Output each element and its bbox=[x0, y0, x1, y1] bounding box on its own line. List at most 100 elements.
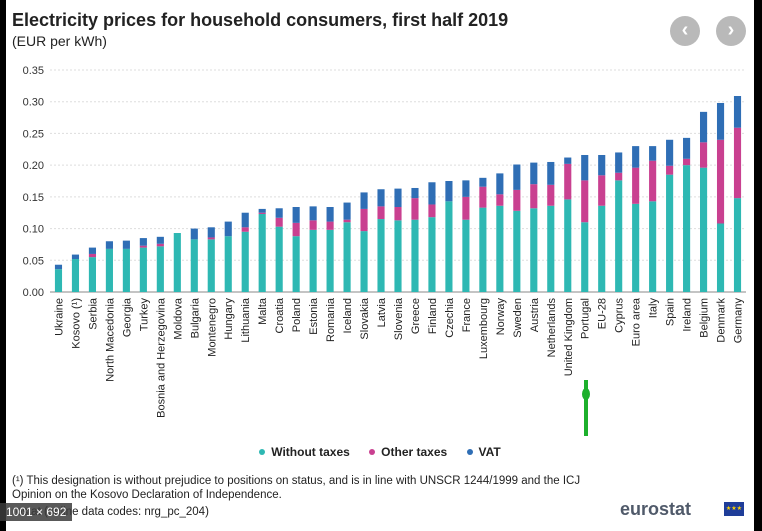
bar-segment bbox=[649, 146, 657, 161]
bar-segment bbox=[513, 164, 521, 190]
x-tick-label: Moldova bbox=[172, 297, 184, 339]
bar-segment bbox=[326, 229, 334, 292]
previous-image-button[interactable]: ‹ bbox=[670, 16, 700, 46]
x-tick-label: Portugal bbox=[580, 298, 592, 339]
x-tick-label: Bosnia and Herzegovina bbox=[155, 297, 167, 418]
bar-segment bbox=[615, 152, 623, 173]
bar-segment bbox=[615, 180, 623, 292]
bar-segment bbox=[496, 173, 504, 195]
x-tick-label: Croatia bbox=[274, 297, 286, 333]
bar-segment bbox=[326, 221, 334, 230]
bar-segment bbox=[309, 220, 317, 230]
bar-segment bbox=[292, 207, 300, 223]
bar-segment bbox=[326, 207, 334, 222]
bar-segment bbox=[275, 208, 283, 218]
y-tick-label: 0.25 bbox=[23, 128, 44, 140]
bar-segment bbox=[411, 219, 419, 292]
bar-segment bbox=[530, 162, 538, 185]
bar-segment bbox=[733, 96, 742, 128]
bar-segment bbox=[428, 217, 436, 292]
chart-legend: Without taxes Other taxes VAT bbox=[6, 445, 754, 459]
image-size-badge: 1001 × 692 bbox=[0, 503, 73, 521]
y-tick-label: 0.05 bbox=[23, 255, 44, 267]
bar-segment bbox=[122, 240, 130, 249]
bar-segment bbox=[598, 175, 606, 206]
bar-segment bbox=[530, 208, 538, 292]
bar-segment bbox=[190, 228, 198, 240]
bar-segment bbox=[428, 204, 436, 218]
x-tick-label: EU-28 bbox=[597, 298, 609, 329]
bar-segment bbox=[207, 237, 215, 240]
bar-segment bbox=[547, 161, 555, 185]
bar-segment bbox=[733, 127, 742, 199]
bar-segment bbox=[411, 187, 419, 199]
x-tick-label: Iceland bbox=[342, 298, 354, 333]
x-tick-label: Estonia bbox=[308, 297, 320, 335]
y-tick-label: 0.35 bbox=[23, 65, 44, 77]
x-tick-label: Turkey bbox=[138, 298, 150, 332]
x-tick-label: Denmark bbox=[716, 298, 728, 343]
bar-segment bbox=[224, 236, 232, 292]
bar-segment bbox=[632, 167, 640, 204]
bar-segment bbox=[343, 222, 351, 292]
x-tick-label: Czechia bbox=[444, 297, 456, 338]
bar-segment bbox=[139, 245, 147, 248]
legend-swatch bbox=[259, 448, 266, 455]
bar-segment bbox=[716, 139, 725, 224]
bar-segment bbox=[343, 202, 351, 220]
x-tick-label: Germany bbox=[733, 298, 745, 344]
y-tick-label: 0.20 bbox=[23, 160, 44, 172]
bar-segment bbox=[156, 243, 164, 247]
x-tick-label: Netherlands bbox=[546, 298, 558, 358]
bar-segment bbox=[683, 158, 691, 166]
next-image-button[interactable]: › bbox=[716, 16, 746, 46]
page-title: Electricity prices for household consume… bbox=[12, 10, 509, 30]
bar-segment bbox=[394, 188, 402, 208]
bar-segment bbox=[207, 239, 215, 292]
legend-swatch bbox=[466, 448, 473, 455]
chevron-right-icon: › bbox=[727, 19, 735, 41]
bar-segment bbox=[666, 174, 674, 292]
x-tick-label: Bulgaria bbox=[189, 297, 201, 338]
bar-segment bbox=[513, 210, 521, 292]
bar-segment bbox=[156, 246, 164, 292]
chart-subtitle: (EUR per kWh) bbox=[12, 33, 107, 49]
bar-segment bbox=[71, 259, 80, 292]
bar-segment bbox=[496, 205, 504, 292]
y-tick-label: 0.00 bbox=[23, 287, 44, 299]
bar-segment bbox=[598, 154, 606, 176]
bar-segment bbox=[343, 219, 351, 223]
x-tick-label: Ukraine bbox=[53, 298, 65, 336]
bar-segment bbox=[173, 233, 181, 292]
bar-segment bbox=[411, 198, 419, 220]
bar-segment bbox=[716, 102, 725, 140]
x-tick-label: Romania bbox=[325, 297, 337, 342]
bar-segment bbox=[88, 257, 97, 292]
bar-segment bbox=[309, 229, 317, 292]
bar-segment bbox=[292, 222, 300, 237]
bar-segment bbox=[275, 226, 283, 292]
bar-segment bbox=[462, 219, 470, 292]
bar-segment bbox=[496, 194, 504, 206]
bar-segment bbox=[258, 213, 266, 292]
bar-segment bbox=[360, 208, 368, 232]
bar-segment bbox=[139, 247, 147, 292]
y-tick-label: 0.15 bbox=[23, 192, 44, 204]
x-tick-label: Serbia bbox=[87, 297, 99, 330]
legend-item-vat: VAT bbox=[466, 445, 501, 459]
bar-segment bbox=[683, 165, 691, 292]
eurostat-logo: eurostat bbox=[620, 499, 692, 519]
x-tick-label: Montenegro bbox=[206, 298, 218, 357]
bar-segment bbox=[122, 248, 130, 292]
x-tick-label: Norway bbox=[495, 298, 507, 336]
bar-segment bbox=[564, 199, 572, 292]
bar-segment bbox=[683, 137, 691, 159]
x-tick-label: Georgia bbox=[121, 297, 133, 337]
bar-segment bbox=[258, 208, 266, 213]
bar-segment bbox=[377, 219, 385, 292]
bar-segment bbox=[139, 238, 147, 246]
bar-segment bbox=[479, 177, 487, 187]
bar-segment bbox=[377, 206, 385, 220]
bar-segment bbox=[88, 253, 97, 258]
bar-segment bbox=[71, 254, 80, 260]
